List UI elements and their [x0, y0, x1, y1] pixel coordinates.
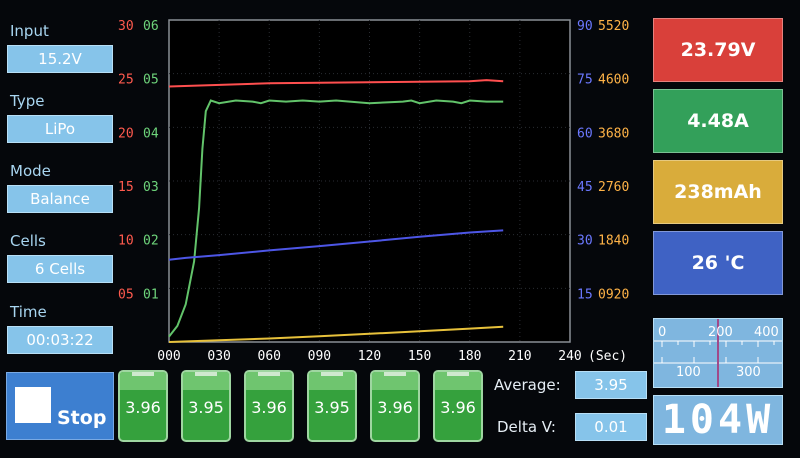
stop-label: Stop — [57, 407, 107, 429]
mode-value[interactable]: Balance — [7, 185, 113, 213]
x-tick-120: 120 — [358, 349, 381, 364]
cell-5-voltage: 3.96 — [377, 398, 413, 417]
series-lines — [168, 79, 504, 343]
x-tick-180: 180 — [458, 349, 481, 364]
type-value[interactable]: LiPo — [7, 115, 113, 143]
meter-label-400: 400 — [754, 325, 779, 340]
current-readout: 4.48A — [653, 89, 783, 153]
right-blue-tick-15: 15 — [577, 287, 593, 302]
right-orange-tick-0920: 0920 — [598, 287, 629, 302]
series-line-green — [168, 99, 504, 338]
x-tick-210: 210 — [508, 349, 531, 364]
left-red-tick-20: 20 — [118, 126, 134, 141]
left-axis-ticks: 30 06 25 05 20 04 15 03 10 02 05 01 — [118, 19, 159, 302]
left-green-tick-15: 03 — [143, 180, 159, 195]
right-blue-tick-60: 60 — [577, 126, 593, 141]
cells-label: Cells — [10, 232, 46, 250]
cell-4: 3.95 — [307, 370, 357, 442]
right-orange-tick-1840: 1840 — [598, 234, 629, 249]
meter-label-300: 300 — [736, 365, 761, 380]
cell-6-voltage: 3.96 — [440, 398, 476, 417]
x-tick-030: 030 — [207, 349, 230, 364]
series-line-orange — [168, 325, 504, 343]
right-orange-tick-3680: 3680 — [598, 126, 629, 141]
left-green-tick-20: 04 — [143, 126, 159, 141]
power-meter-scale: 0 200 400 100 300 — [653, 318, 783, 388]
capacity-readout: 238mAh — [653, 160, 783, 224]
left-red-tick-30: 30 — [118, 19, 134, 34]
stop-button[interactable]: Stop — [6, 372, 114, 440]
cell-2: 3.95 — [181, 370, 231, 442]
input-value[interactable]: 15.2V — [7, 45, 113, 73]
meter-label-0: 0 — [658, 325, 667, 340]
right-blue-tick-75: 75 — [577, 73, 593, 88]
meter-label-100: 100 — [676, 365, 701, 380]
stop-icon — [15, 387, 51, 423]
type-label: Type — [10, 92, 45, 110]
voltage-readout: 23.79V — [653, 18, 783, 82]
series-line-blue — [168, 229, 504, 261]
cell-2-voltage: 3.95 — [188, 398, 224, 417]
cell-1-voltage: 3.96 — [125, 398, 161, 417]
cell-6: 3.96 — [433, 370, 483, 442]
left-red-tick-25: 25 — [118, 73, 134, 88]
cell-5: 3.96 — [370, 370, 420, 442]
left-red-tick-05: 05 — [118, 287, 134, 302]
right-blue-tick-45: 45 — [577, 180, 593, 195]
cells-value[interactable]: 6 Cells — [7, 255, 113, 283]
left-red-tick-15: 15 — [118, 180, 134, 195]
left-green-tick-10: 02 — [143, 234, 159, 249]
right-orange-tick-2760: 2760 — [598, 180, 629, 195]
temperature-readout: 26 'C — [653, 231, 783, 295]
cell-1: 3.96 — [118, 370, 168, 442]
mode-label: Mode — [10, 162, 51, 180]
series-line-red — [168, 79, 504, 88]
power-readout: 104W — [653, 395, 783, 445]
cell-4-voltage: 3.95 — [314, 398, 350, 417]
average-value: 3.95 — [575, 371, 647, 399]
x-tick-000: 000 — [157, 349, 180, 364]
left-green-tick-05: 01 — [143, 287, 159, 302]
input-label: Input — [10, 22, 49, 40]
time-label: Time — [10, 303, 47, 321]
cell-3-voltage: 3.96 — [251, 398, 287, 417]
right-axis-ticks: 90 5520 75 4600 60 3680 45 2760 30 1840 15 0920 — [577, 19, 629, 302]
x-tick-060: 060 — [258, 349, 281, 364]
meter-scale-ticks — [654, 319, 782, 387]
left-green-tick-25: 05 — [143, 73, 159, 88]
right-blue-tick-90: 90 — [577, 19, 593, 34]
right-orange-tick-5520: 5520 — [598, 19, 629, 34]
x-tick-240: 240 — [558, 349, 581, 364]
left-green-tick-30: 06 — [143, 19, 159, 34]
grid-lines — [169, 20, 570, 342]
x-axis-ticks: 000 030 060 090 120 150 180 210 240 (Sec) — [157, 349, 627, 364]
meter-label-200: 200 — [708, 325, 733, 340]
time-value: 00:03:22 — [7, 326, 113, 354]
left-red-tick-10: 10 — [118, 234, 134, 249]
average-label: Average: — [494, 376, 561, 394]
x-tick-090: 090 — [308, 349, 331, 364]
right-blue-tick-30: 30 — [577, 234, 593, 249]
x-unit-label: (Sec) — [588, 349, 627, 364]
right-orange-tick-4600: 4600 — [598, 73, 629, 88]
delta-value: 0.01 — [575, 413, 647, 441]
delta-label: Delta V: — [497, 418, 556, 436]
x-tick-150: 150 — [408, 349, 431, 364]
cell-3: 3.96 — [244, 370, 294, 442]
